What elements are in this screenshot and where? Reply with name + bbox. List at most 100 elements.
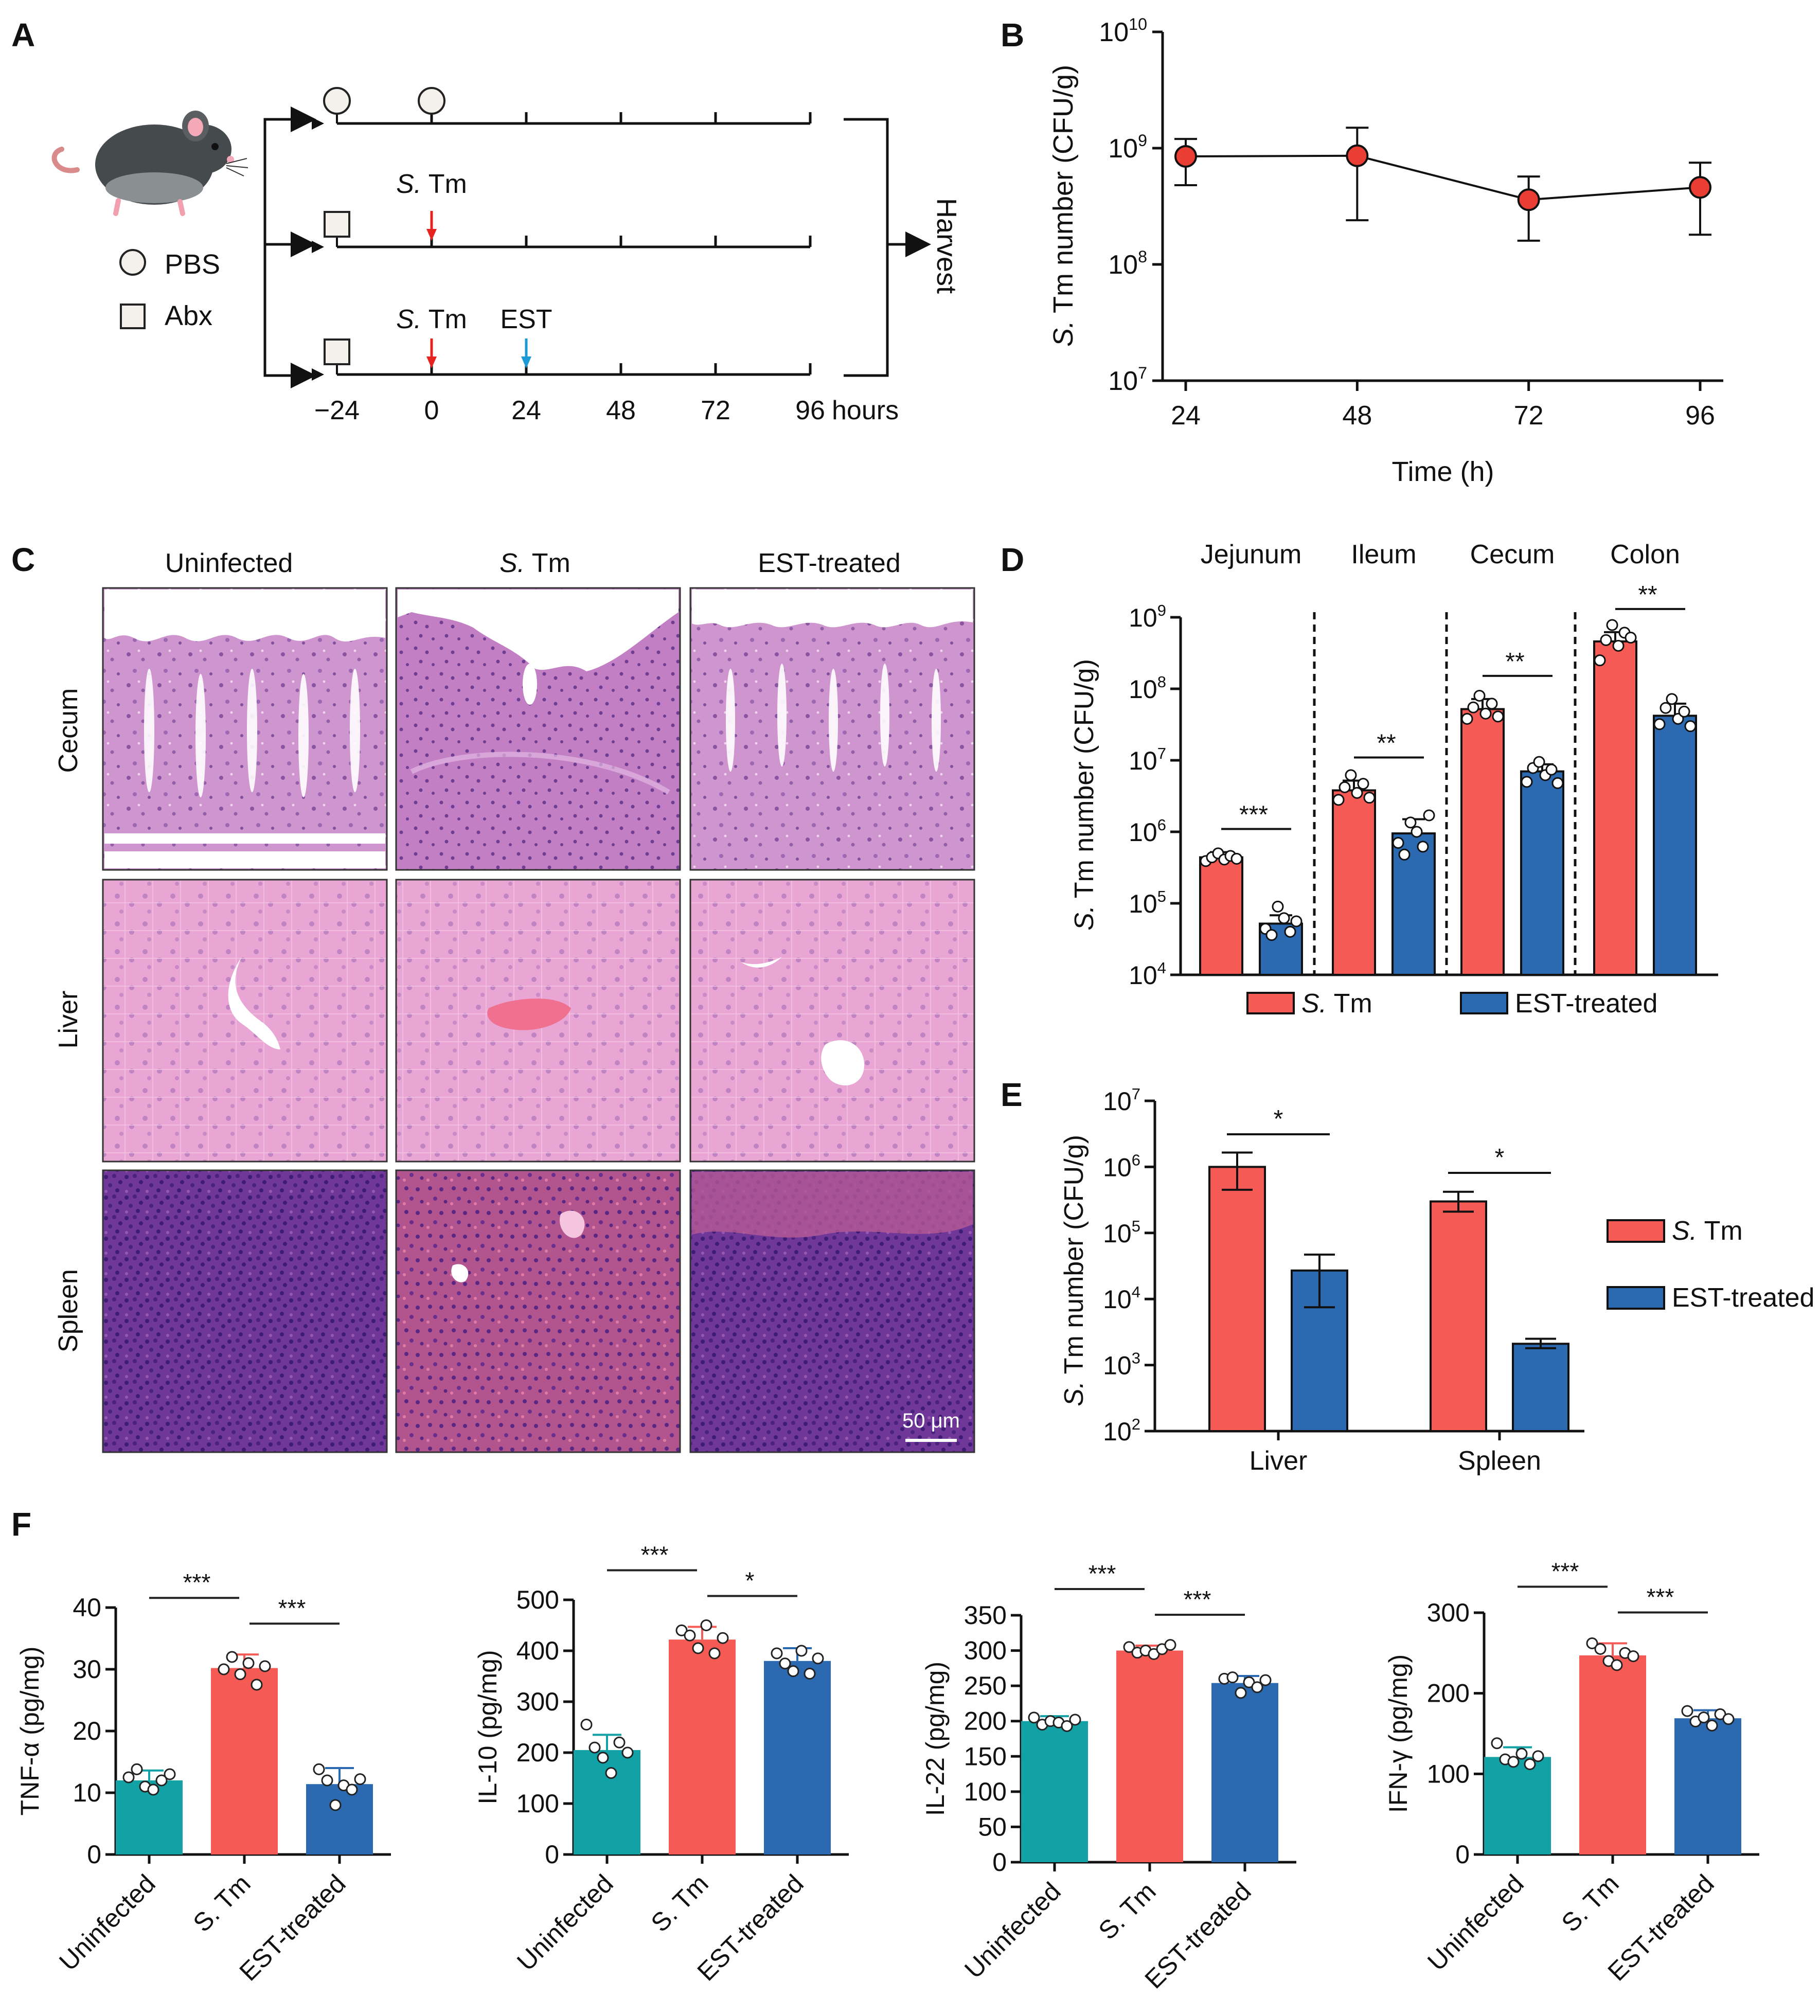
- uninfected-bar: [1021, 1721, 1088, 1862]
- x-axis-label: Time (h): [1392, 456, 1494, 487]
- x-tick-label: 24: [1171, 401, 1201, 431]
- y-axis-label: IFN-γ (pg/mg): [1384, 1654, 1413, 1813]
- stm-bar: [1332, 789, 1376, 976]
- legend-label-stm: S. Tm: [1672, 1216, 1743, 1246]
- stm-bar: [1199, 856, 1243, 976]
- data-point: [147, 1783, 159, 1796]
- y-tick-label: 108: [1108, 247, 1147, 280]
- blue-arrow-icon: [521, 356, 531, 368]
- y-tick-label: 100: [964, 1777, 1007, 1806]
- data-point: [1545, 763, 1558, 776]
- x-tick-label: S. Tm: [646, 1869, 714, 1937]
- data-point: [1515, 1747, 1528, 1760]
- significance-label: ***: [641, 1541, 669, 1568]
- legend-swatch-stm: [1607, 1219, 1665, 1243]
- est-bar: [1520, 770, 1564, 976]
- data-point: [1467, 701, 1479, 713]
- data-point: [1533, 756, 1545, 768]
- histology-cecum-est: [689, 587, 975, 871]
- data-point: [1594, 1643, 1607, 1655]
- data-point: [1532, 1750, 1544, 1762]
- histology-spleen-est: 50 μm: [689, 1169, 975, 1453]
- data-point: [1357, 778, 1369, 790]
- treatment-label-est: EST: [500, 305, 552, 334]
- data-point: [692, 1642, 704, 1654]
- row-label-spleen: Spleen: [53, 1269, 83, 1352]
- legend-swatch-stm: [1246, 992, 1295, 1014]
- data-point: [1594, 654, 1606, 667]
- histology-cecum-stm: [395, 587, 681, 871]
- data-point: [218, 1663, 230, 1675]
- y-tick-label: 108: [1129, 673, 1166, 704]
- data-point: [226, 1651, 238, 1663]
- data-point: [1625, 631, 1637, 644]
- y-tick-label: 104: [1129, 959, 1166, 990]
- y-tick-label: 200: [516, 1738, 559, 1767]
- data-point: [1423, 809, 1435, 822]
- legend-label-est: EST-treated: [1672, 1283, 1814, 1313]
- data-point: [1363, 792, 1376, 804]
- histology-cecum-uninfected: [102, 587, 388, 871]
- data-point: [812, 1652, 824, 1665]
- data-point: [1392, 837, 1404, 849]
- data-point: [613, 1736, 626, 1749]
- y-tick-label: 1010: [1099, 15, 1147, 47]
- entry-arrowhead: [312, 117, 324, 130]
- y-tick-label: 300: [964, 1636, 1007, 1665]
- entry-arrowhead: [312, 368, 324, 381]
- data-point: [1612, 639, 1625, 652]
- group-bracket: [263, 118, 314, 377]
- x-tick-label: Uninfected: [53, 1869, 161, 1976]
- y-axis-label: IL-10 (pg/mg): [473, 1650, 502, 1804]
- x-tick-label: Uninfected: [959, 1877, 1066, 1984]
- time-tick-label: −24: [314, 396, 360, 425]
- data-point: [1174, 145, 1197, 168]
- data-point: [1507, 1756, 1520, 1768]
- square-icon: [324, 211, 350, 238]
- data-point: [1028, 1711, 1040, 1724]
- significance-label: ***: [278, 1595, 306, 1621]
- chart-f-il10: 0 100 200 300 400 500 IL-10 (pg/mg) Uninfected S…: [473, 1541, 849, 1986]
- time-tick-label: 48: [606, 396, 636, 425]
- data-point: [1230, 852, 1243, 865]
- treatment-label-stm: S. Tm: [396, 169, 467, 199]
- y-tick-label: 50: [978, 1812, 1007, 1841]
- data-point: [1351, 787, 1363, 799]
- data-point: [771, 1647, 783, 1660]
- significance-label: **: [1377, 729, 1396, 757]
- data-point: [1251, 1681, 1263, 1693]
- y-tick-label: 106: [1129, 816, 1166, 847]
- data-point: [1606, 619, 1618, 631]
- data-point: [1235, 1687, 1247, 1699]
- data-point: [354, 1773, 366, 1786]
- data-point: [1417, 841, 1429, 853]
- data-point: [1600, 634, 1612, 646]
- data-point: [1486, 698, 1498, 710]
- data-point: [1272, 900, 1284, 913]
- y-tick-label: 107: [1108, 364, 1147, 396]
- data-point: [1681, 1705, 1693, 1717]
- scale-bar-label: 50 μm: [902, 1410, 960, 1432]
- histology-liver-stm: [395, 879, 681, 1163]
- y-tick-label: 0: [87, 1840, 101, 1869]
- data-point: [1061, 1720, 1073, 1732]
- data-point: [1164, 1639, 1176, 1651]
- row-label-cecum: Cecum: [53, 688, 83, 773]
- x-tick-label: Uninfected: [511, 1869, 619, 1976]
- red-arrow-icon: [426, 356, 437, 368]
- y-tick-label: 500: [516, 1585, 559, 1614]
- data-point: [597, 1752, 609, 1764]
- y-tick-label: 100: [516, 1789, 559, 1818]
- stm-bar: [1579, 1655, 1646, 1854]
- data-point: [1492, 710, 1504, 723]
- y-tick-label: 150: [964, 1742, 1007, 1771]
- time-tick-label: 0: [424, 396, 439, 425]
- column-label-uninfected: Uninfected: [165, 548, 293, 578]
- panel-c: C Uninfected S. Tm EST-treated Cecum Liv…: [11, 541, 975, 1453]
- y-tick-label: 250: [964, 1671, 1007, 1700]
- data-point: [684, 1629, 696, 1642]
- y-tick-label: 20: [73, 1717, 101, 1745]
- square-icon: [324, 338, 350, 365]
- y-tick-label: 350: [964, 1601, 1007, 1630]
